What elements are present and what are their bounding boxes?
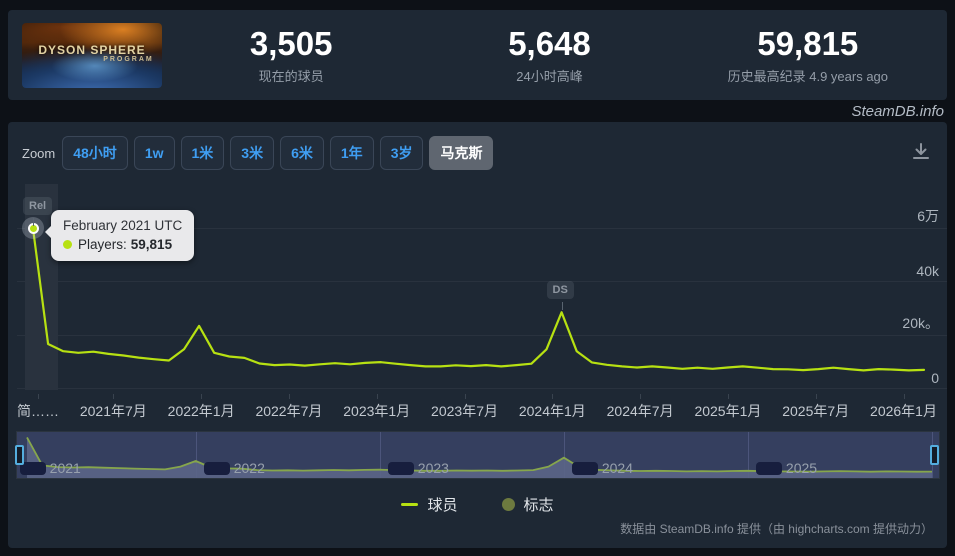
tooltip-series-label: Players:: [78, 237, 127, 252]
y-gridline: [17, 281, 947, 283]
chart-toolbar: Zoom 48小时 1w 1米 3米 6米 1年 3岁 马克斯: [22, 136, 935, 170]
y-axis-label: 40k: [916, 263, 939, 280]
chart-tooltip: February 2021 UTC Players: 59,815: [44, 210, 195, 261]
navigator-year-flag-blob: [387, 462, 414, 475]
game-capsule-image: DYSON SPHERE PROGRAM: [22, 22, 162, 88]
zoom-range-button[interactable]: 3米: [230, 136, 275, 170]
navigator-year-label: 2022: [233, 460, 265, 476]
flag-badge-DS[interactable]: DS: [546, 281, 574, 300]
x-axis-label: 简……: [17, 394, 59, 421]
stat-alltime-label: 历史最高纪录 4.9 years ago: [727, 68, 889, 84]
stat-alltime-peak: 59,815 历史最高纪录 4.9 years ago: [679, 25, 937, 85]
tooltip-value: 59,815: [130, 237, 173, 252]
x-axis-label: 2025年7月: [782, 394, 849, 421]
capsule-title: DYSON SPHERE: [38, 42, 146, 57]
x-axis-label: 2024年7月: [607, 394, 674, 421]
navigator-year-flag-blob: [19, 462, 46, 475]
zoom-label: Zoom: [22, 145, 56, 161]
x-axis-labels: 简…… 2021年7月 2022年1月 2022年7月 2023年1月 2023年7月 20…: [17, 394, 937, 421]
x-axis-label: 2026年1月: [870, 394, 937, 421]
navigator-year-gridline: [195, 432, 197, 478]
chart-legend: 球员 标志: [8, 494, 947, 515]
navigator-year-label: 2025: [785, 460, 818, 476]
navigator-year-label: 2024: [601, 460, 634, 476]
chart-credits: 数据由 SteamDB.info 提供（由 highcharts.com 提供动…: [620, 522, 933, 536]
y-gridline: [17, 228, 947, 229]
tooltip-series-dot: [63, 240, 72, 249]
flags-circle-icon: [501, 498, 515, 511]
y-gridline: [17, 388, 947, 389]
steamdb-watermark: SteamDB.info: [851, 102, 944, 120]
x-axis-label: 2025年1月: [694, 394, 761, 421]
y-axis-label: 6万: [917, 208, 939, 224]
stat-24h-value: 5,648: [508, 25, 591, 63]
zoom-range-button[interactable]: 马克斯: [429, 136, 494, 170]
flag-badge-Rel[interactable]: Rel: [23, 197, 53, 216]
stat-24h-peak: 5,648 24小时高峰: [420, 25, 678, 85]
x-axis-label: 2022年7月: [255, 394, 322, 421]
plot-area[interactable]: 0 20k。 40k 6万 Rel DS February 2021 UTC Playe…: [17, 184, 947, 390]
y-gridline: [17, 334, 947, 336]
stat-alltime-value: 59,815: [757, 25, 859, 63]
y-axis-label: 0: [931, 370, 939, 386]
navigator-selected-range[interactable]: [17, 432, 939, 478]
navigator-year-flag-blob: [203, 462, 230, 475]
legend-item-flags[interactable]: 标志: [501, 494, 554, 515]
stat-current-players: 3,505 现在的球员: [162, 25, 420, 85]
zoom-range-button[interactable]: 6米: [280, 136, 324, 170]
y-axis-label: 20k。: [902, 314, 939, 331]
x-axis-label: 2024年1月: [519, 394, 586, 421]
zoom-range-button[interactable]: 48小时: [62, 136, 128, 170]
zoom-range-button[interactable]: 1米: [180, 136, 225, 170]
players-series-svg: [31, 227, 926, 372]
tooltip-date: February 2021 UTC: [63, 218, 183, 233]
range-navigator[interactable]: 2021 2022 2023 2024 2025: [15, 432, 939, 478]
navigator-year-flag-blob: [755, 462, 782, 475]
navigator-year-gridline: [747, 432, 749, 478]
download-chart-button[interactable]: [907, 138, 935, 169]
zoom-range-button[interactable]: 1w: [133, 136, 175, 170]
capsule-subtitle: PROGRAM: [103, 55, 154, 63]
navigator-year-label: 2023: [417, 460, 449, 476]
navigator-year-label: 2021: [49, 460, 81, 476]
flag-stem: [561, 302, 563, 311]
x-axis-label: 2023年1月: [343, 394, 410, 421]
x-axis-label: 2021年7月: [80, 394, 147, 421]
x-axis-label: 2023年7月: [431, 394, 498, 421]
zoom-range-button[interactable]: 1年: [329, 136, 374, 170]
zoom-range-button[interactable]: 3岁: [379, 136, 424, 170]
players-line-icon: [401, 503, 419, 506]
navigator-year-flag-blob: [571, 462, 598, 475]
stat-current-label: 现在的球员: [258, 68, 324, 84]
legend-item-players[interactable]: 球员: [401, 494, 458, 515]
navigator-year-gridline: [379, 432, 381, 478]
legend-players-label: 球员: [427, 497, 458, 514]
download-icon: [909, 142, 933, 167]
stat-24h-label: 24小时高峰: [516, 68, 583, 84]
zoom-buttons: 48小时 1w 1米 3米 6米 1年 3岁 马克斯: [62, 136, 499, 170]
navigator-left-handle[interactable]: [15, 445, 24, 465]
navigator-right-handle[interactable]: [930, 445, 939, 465]
x-axis-label: 2022年1月: [168, 394, 235, 421]
game-header: DYSON SPHERE PROGRAM 3,505 现在的球员 5,648 2…: [8, 10, 947, 100]
legend-flags-label: 标志: [523, 497, 554, 514]
navigator-year-gridline: [563, 432, 565, 478]
chart-card: Zoom 48小时 1w 1米 3米 6米 1年 3岁 马克斯 0 20k。 40k 6万 Rel D…: [8, 122, 947, 548]
flag-stem: [33, 218, 34, 227]
stat-current-value: 3,505: [249, 25, 333, 63]
